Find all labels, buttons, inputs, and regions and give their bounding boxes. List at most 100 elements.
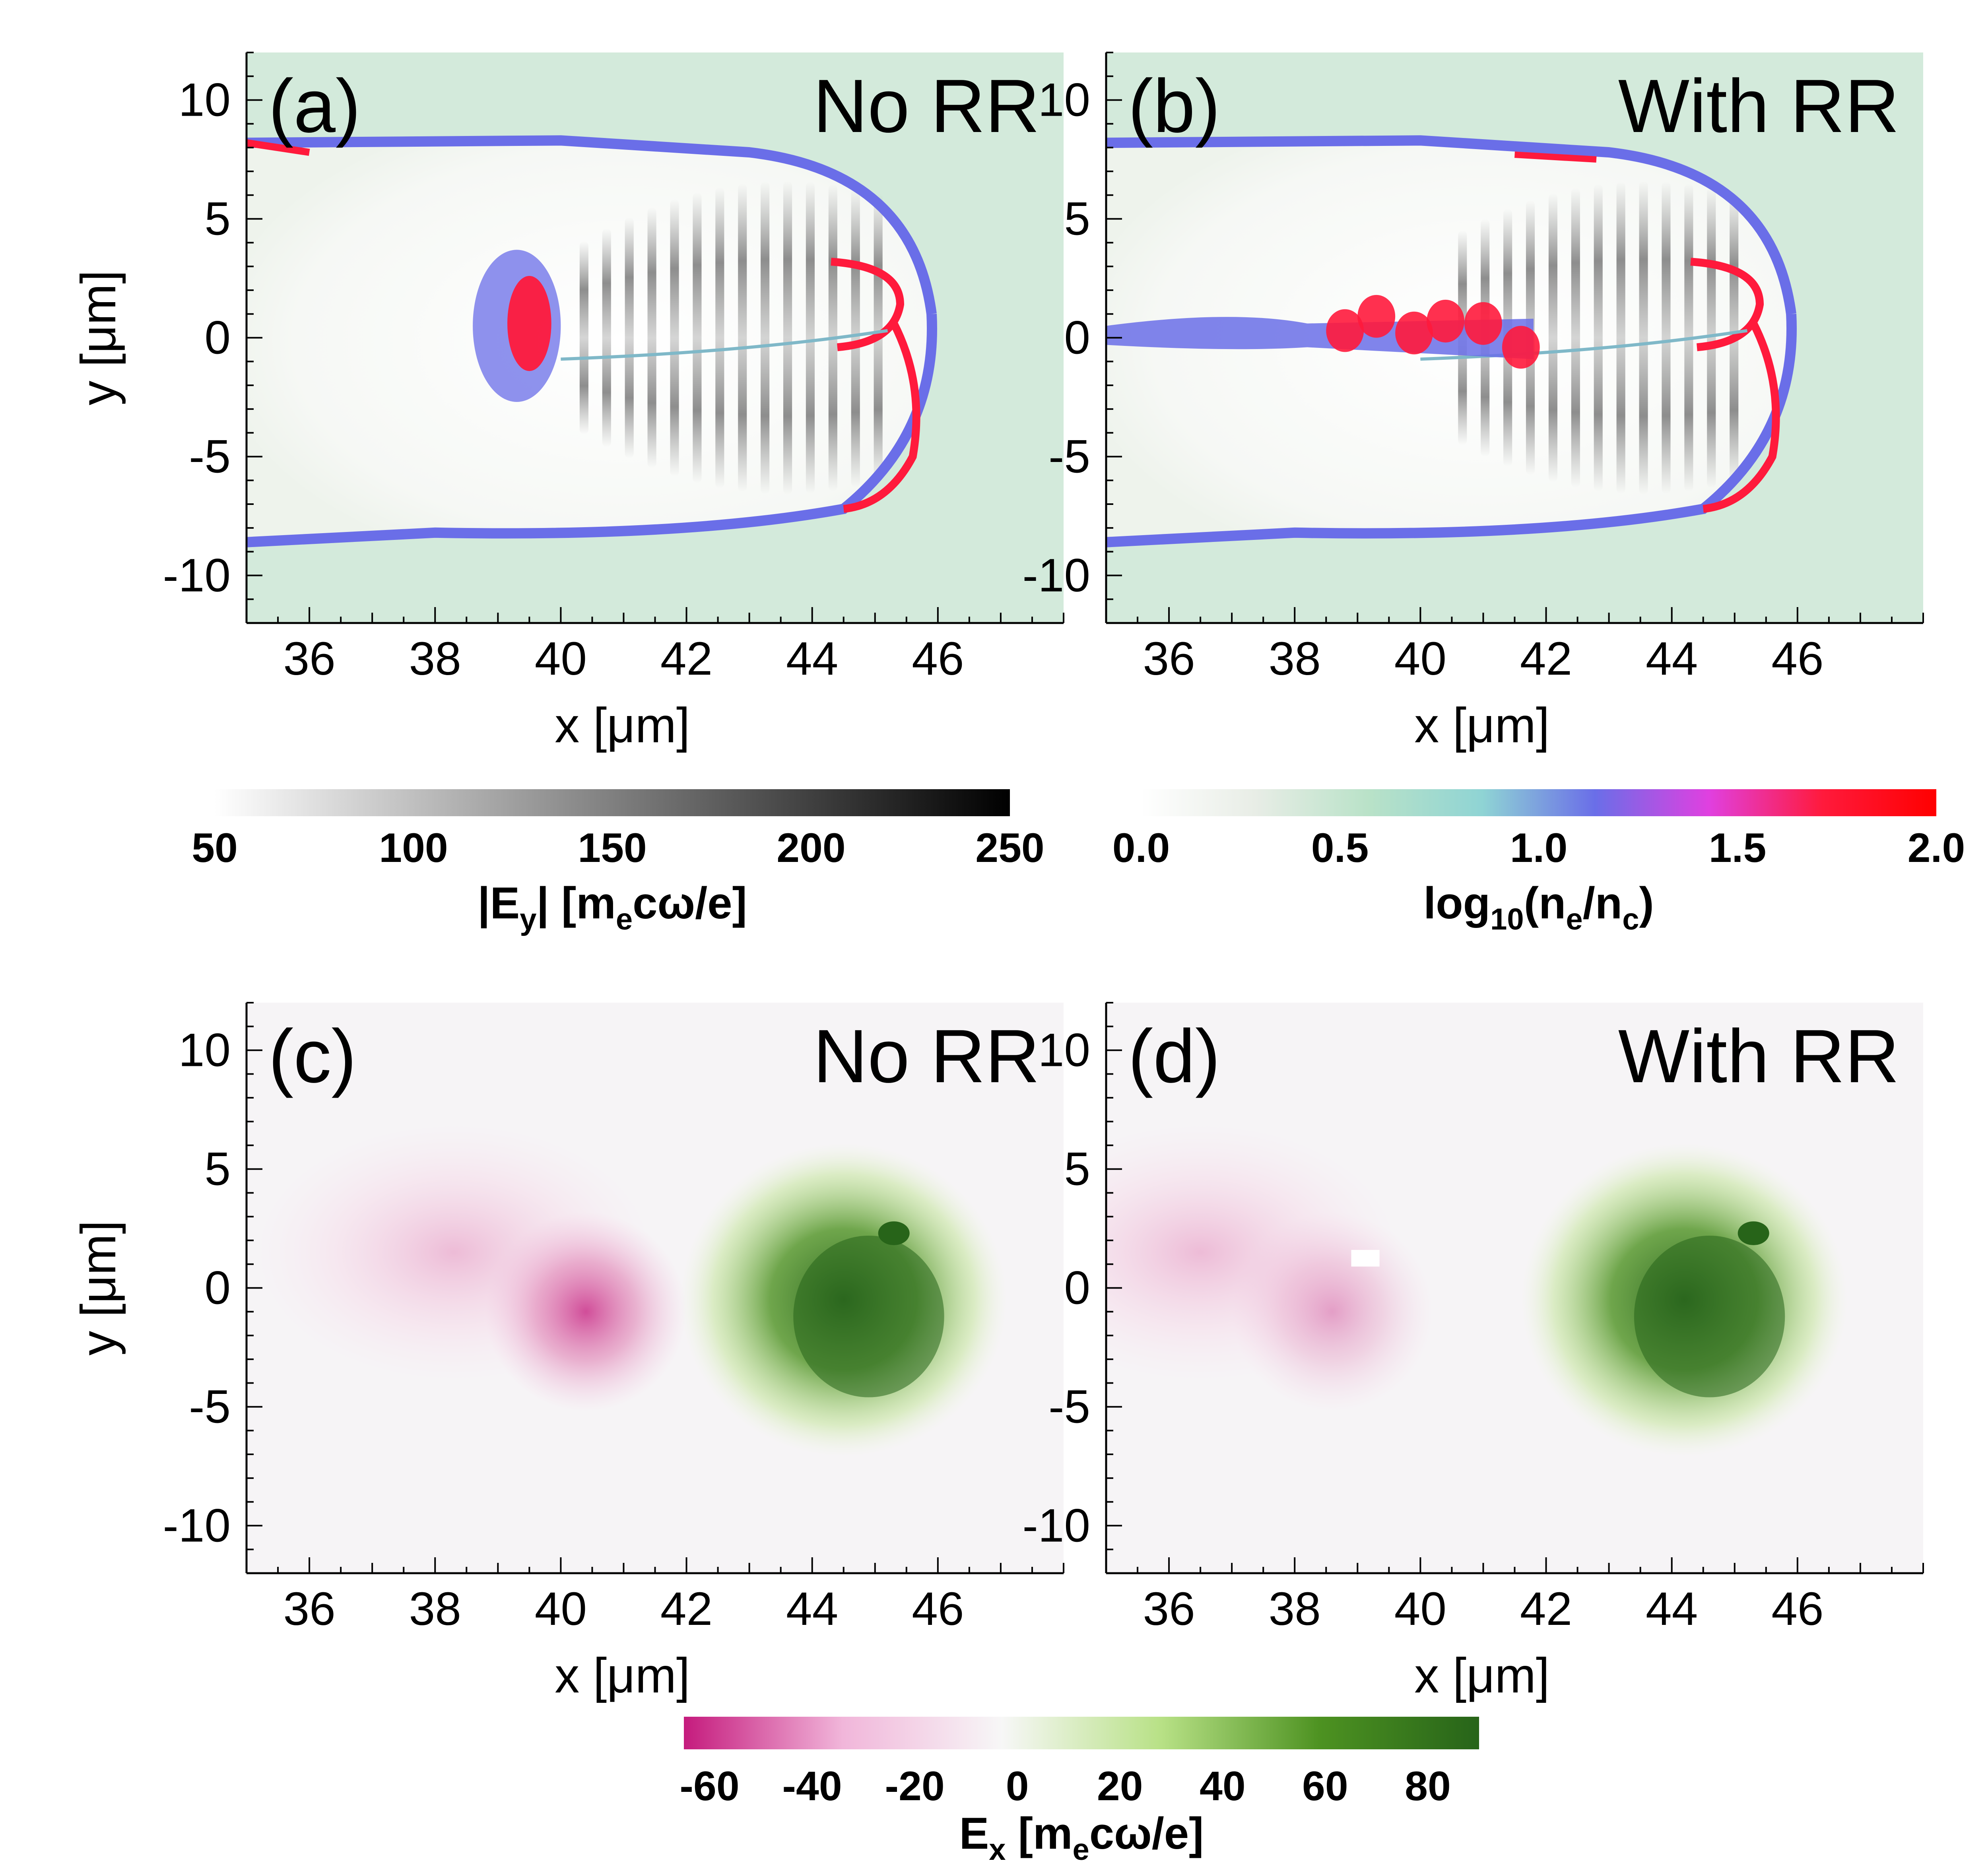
colorbar-tick-label: 150 [578, 825, 647, 871]
y-tick-label: 0 [1064, 312, 1090, 364]
density-blob [1357, 295, 1396, 338]
x-tick-label: 44 [786, 633, 838, 685]
y-tick-label: 5 [1064, 193, 1090, 245]
y-tick-label: -10 [1022, 1499, 1090, 1552]
y-tick-label: -5 [1048, 430, 1090, 483]
x-tick-label: 40 [1394, 1583, 1446, 1635]
y-tick-label: -5 [1048, 1380, 1090, 1433]
y-tick-label: -10 [163, 1499, 231, 1552]
ey-ridge [647, 207, 656, 468]
y-tick-label: 10 [179, 1024, 231, 1077]
panel-title: With RR [1618, 64, 1899, 148]
ey-ridge [738, 183, 747, 492]
x-tick-label: 42 [660, 633, 712, 685]
colorbar-tick-label: -60 [679, 1763, 739, 1809]
colorbar-ey: 50 100 150 200 250 |Ey| [mecω/e] [192, 789, 1044, 936]
heatmap-field [1106, 52, 1923, 623]
panel-d: 36 38 40 42 44 46 -10 -5 0 5 10 x [μm] (d) With RR [1022, 1002, 1924, 1703]
heatmap-field [1106, 1003, 1923, 1573]
panel-b: 36 38 40 42 44 46 -10 -5 0 5 10 x [μm] (b) With RR [1022, 52, 1924, 753]
colorbar-tick-label: -20 [885, 1763, 944, 1809]
axis-filament [1420, 329, 1747, 361]
y-tick-label: 10 [1038, 74, 1090, 126]
x-tick-label: 44 [1646, 1583, 1698, 1635]
colorbar-tick-label: 1.5 [1709, 825, 1767, 871]
colorbar-tick-label: 2.0 [1908, 825, 1965, 871]
density-front [1690, 258, 1780, 513]
ey-ridge [783, 180, 792, 495]
x-tick-label: 36 [283, 633, 335, 685]
heatmap-field [247, 1003, 1064, 1573]
heatmap-field [247, 52, 1064, 623]
ex-negative-lobe [1232, 1212, 1433, 1412]
colorbar-ne-bar [1141, 789, 1936, 816]
colorbar-tick-label: -40 [782, 1763, 842, 1809]
panel-title: No RR [813, 64, 1040, 148]
colorbar-ne-label: log10(ne/nc) [1423, 878, 1654, 936]
colorbar-tick-label: 200 [777, 825, 846, 871]
colorbar-tick-label: 100 [379, 825, 448, 871]
colorbar-ex-bar [684, 1717, 1479, 1749]
x-tick-label: 38 [409, 1583, 461, 1635]
y-tick-label: 10 [179, 74, 231, 126]
x-axis-title: x [μm] [1414, 698, 1549, 753]
density-blob [1502, 326, 1540, 369]
colorbar-ey-label: |Ey| [mecω/e] [478, 878, 747, 936]
ey-ridge [579, 241, 588, 435]
y-axis-title: y [μm] [71, 1220, 126, 1355]
ey-ridge [1639, 180, 1648, 495]
x-tick-label: 46 [1771, 1583, 1823, 1635]
panel-c: 36 38 40 42 44 46 -10 -5 0 5 10 x [μm] y [μm] (c) No R… [71, 1002, 1064, 1703]
x-tick-label: 46 [912, 1583, 964, 1635]
x-tick-label: 42 [660, 1583, 712, 1635]
density-front [831, 258, 920, 513]
ex-hole [1351, 1250, 1380, 1267]
ex-front-tip [1738, 1221, 1769, 1245]
x-tick-label: 36 [1143, 633, 1195, 685]
colorbar-ex-label: Ex [mecω/e] [959, 1809, 1204, 1867]
y-tick-label: 5 [1064, 1143, 1090, 1196]
y-tick-label: 0 [1064, 1262, 1090, 1314]
colorbar-tick-label: 250 [975, 825, 1044, 871]
ex-positive-core [793, 1235, 944, 1397]
x-tick-label: 42 [1520, 1583, 1572, 1635]
y-tick-label: 5 [204, 193, 231, 245]
x-tick-label: 46 [1771, 633, 1823, 685]
density-blob [1427, 299, 1465, 343]
x-tick-label: 40 [535, 1583, 587, 1635]
x-axis-title: x [μm] [555, 1648, 690, 1703]
sheath-bottom [247, 314, 937, 547]
ey-ridge [670, 199, 679, 477]
axis-filament [561, 329, 888, 361]
x-tick-label: 40 [1394, 633, 1446, 685]
x-tick-label: 38 [1269, 633, 1321, 685]
x-tick-label: 40 [535, 633, 587, 685]
sheath-top [1106, 135, 1796, 315]
ex-positive-core [1634, 1235, 1785, 1397]
colorbar-ex: -60 -40 -20 0 20 40 60 80 Ex [mecω/e] [679, 1717, 1479, 1867]
x-axis-title: x [μm] [555, 698, 690, 753]
edge-spike [247, 139, 310, 156]
panel-label: (b) [1128, 64, 1220, 148]
ey-ridge [806, 182, 815, 494]
y-axis-title: y [μm] [71, 270, 126, 405]
panel-title: With RR [1618, 1014, 1899, 1098]
density-blob [1464, 302, 1502, 345]
x-axis-title: x [μm] [1414, 1648, 1549, 1703]
ey-ridge [1616, 182, 1625, 494]
ey-ridge [715, 187, 724, 489]
y-tick-label: -5 [189, 1380, 231, 1433]
ey-ridge [761, 181, 770, 494]
y-tick-label: -5 [189, 430, 231, 483]
x-tick-label: 38 [409, 633, 461, 685]
y-tick-label: 5 [204, 1143, 231, 1196]
ex-negative-lobe [485, 1212, 687, 1412]
colorbar-ey-bar [215, 789, 1010, 816]
edge-spike [1514, 151, 1597, 163]
colorbar-tick-label: 0.0 [1112, 825, 1170, 871]
ey-ridge [1662, 181, 1671, 494]
ey-ridge [602, 228, 611, 447]
ey-ridge [851, 188, 860, 487]
x-tick-label: 36 [283, 1583, 335, 1635]
sheath-top [247, 135, 937, 315]
